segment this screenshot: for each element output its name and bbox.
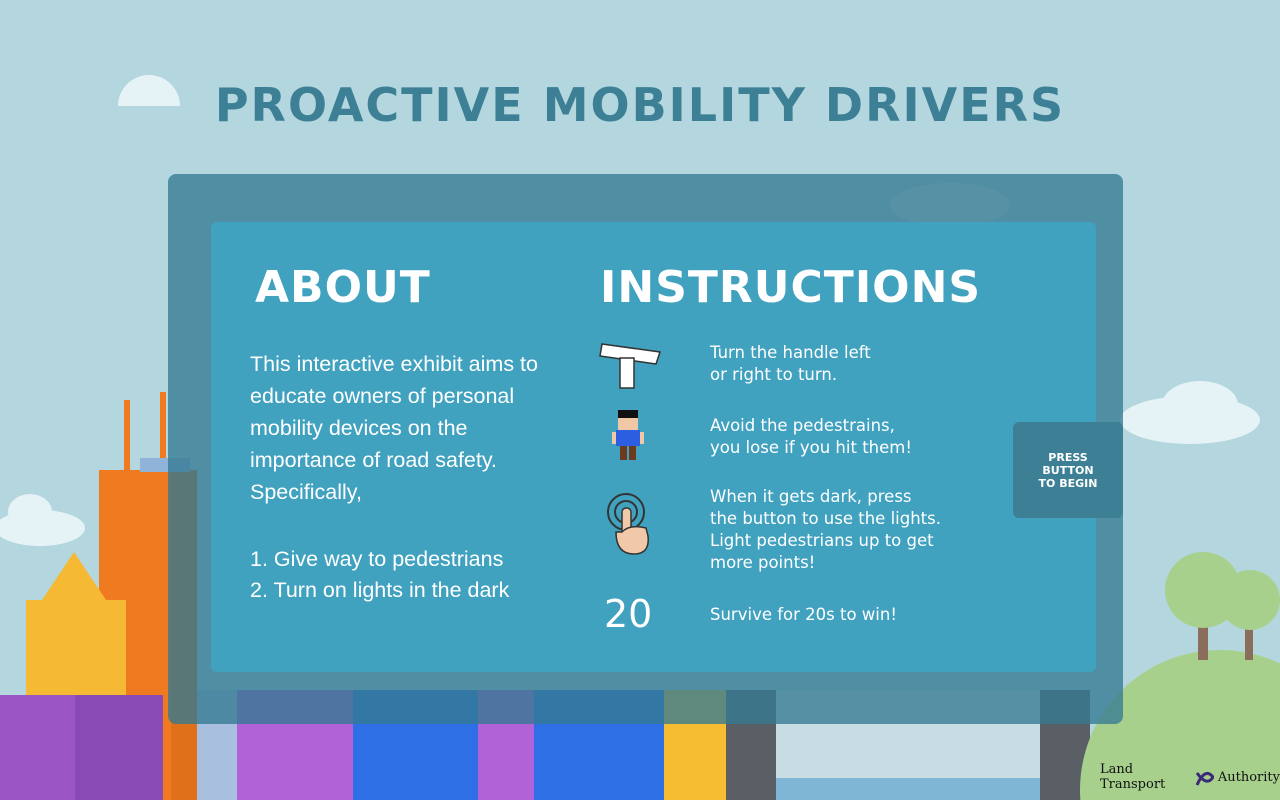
instruction-avoid: Avoid the pedestrains, you lose if you h…	[710, 416, 912, 457]
start-button[interactable]: PRESS BUTTON TO BEGIN	[1013, 422, 1123, 518]
about-list: 1. Give way to pedestrians 2. Turn on li…	[250, 544, 570, 606]
instruction-survive: Survive for 20s to win!	[710, 605, 897, 624]
game-title: PROACTIVE MOBILITY DRIVERS	[214, 78, 1066, 132]
about-heading: ABOUT	[255, 262, 431, 313]
instructions-heading: INSTRUCTIONS	[600, 262, 982, 313]
lta-emblem-icon	[1195, 771, 1214, 786]
about-body: This interactive exhibit aims to educate…	[250, 352, 538, 504]
pedestrian-icon	[612, 410, 644, 460]
timer-value: 20	[604, 592, 653, 636]
handle-icon	[599, 343, 661, 389]
lta-logo: Land Transport Authority	[1100, 762, 1280, 792]
instruction-lights: When it gets dark, press the button to u…	[710, 487, 941, 572]
instruction-turn: Turn the handle left or right to turn.	[710, 343, 871, 384]
list-item: 1. Give way to pedestrians	[250, 547, 504, 571]
cloud-icon	[118, 75, 180, 106]
logo-right-text: Authority	[1217, 769, 1280, 785]
list-item: 2. Turn on lights in the dark	[250, 578, 510, 602]
start-button-label: PRESS BUTTON TO BEGIN	[1038, 450, 1098, 490]
logo-left-text: Land Transport	[1100, 762, 1166, 792]
tap-button-icon	[607, 493, 649, 555]
info-panel	[211, 222, 1096, 672]
